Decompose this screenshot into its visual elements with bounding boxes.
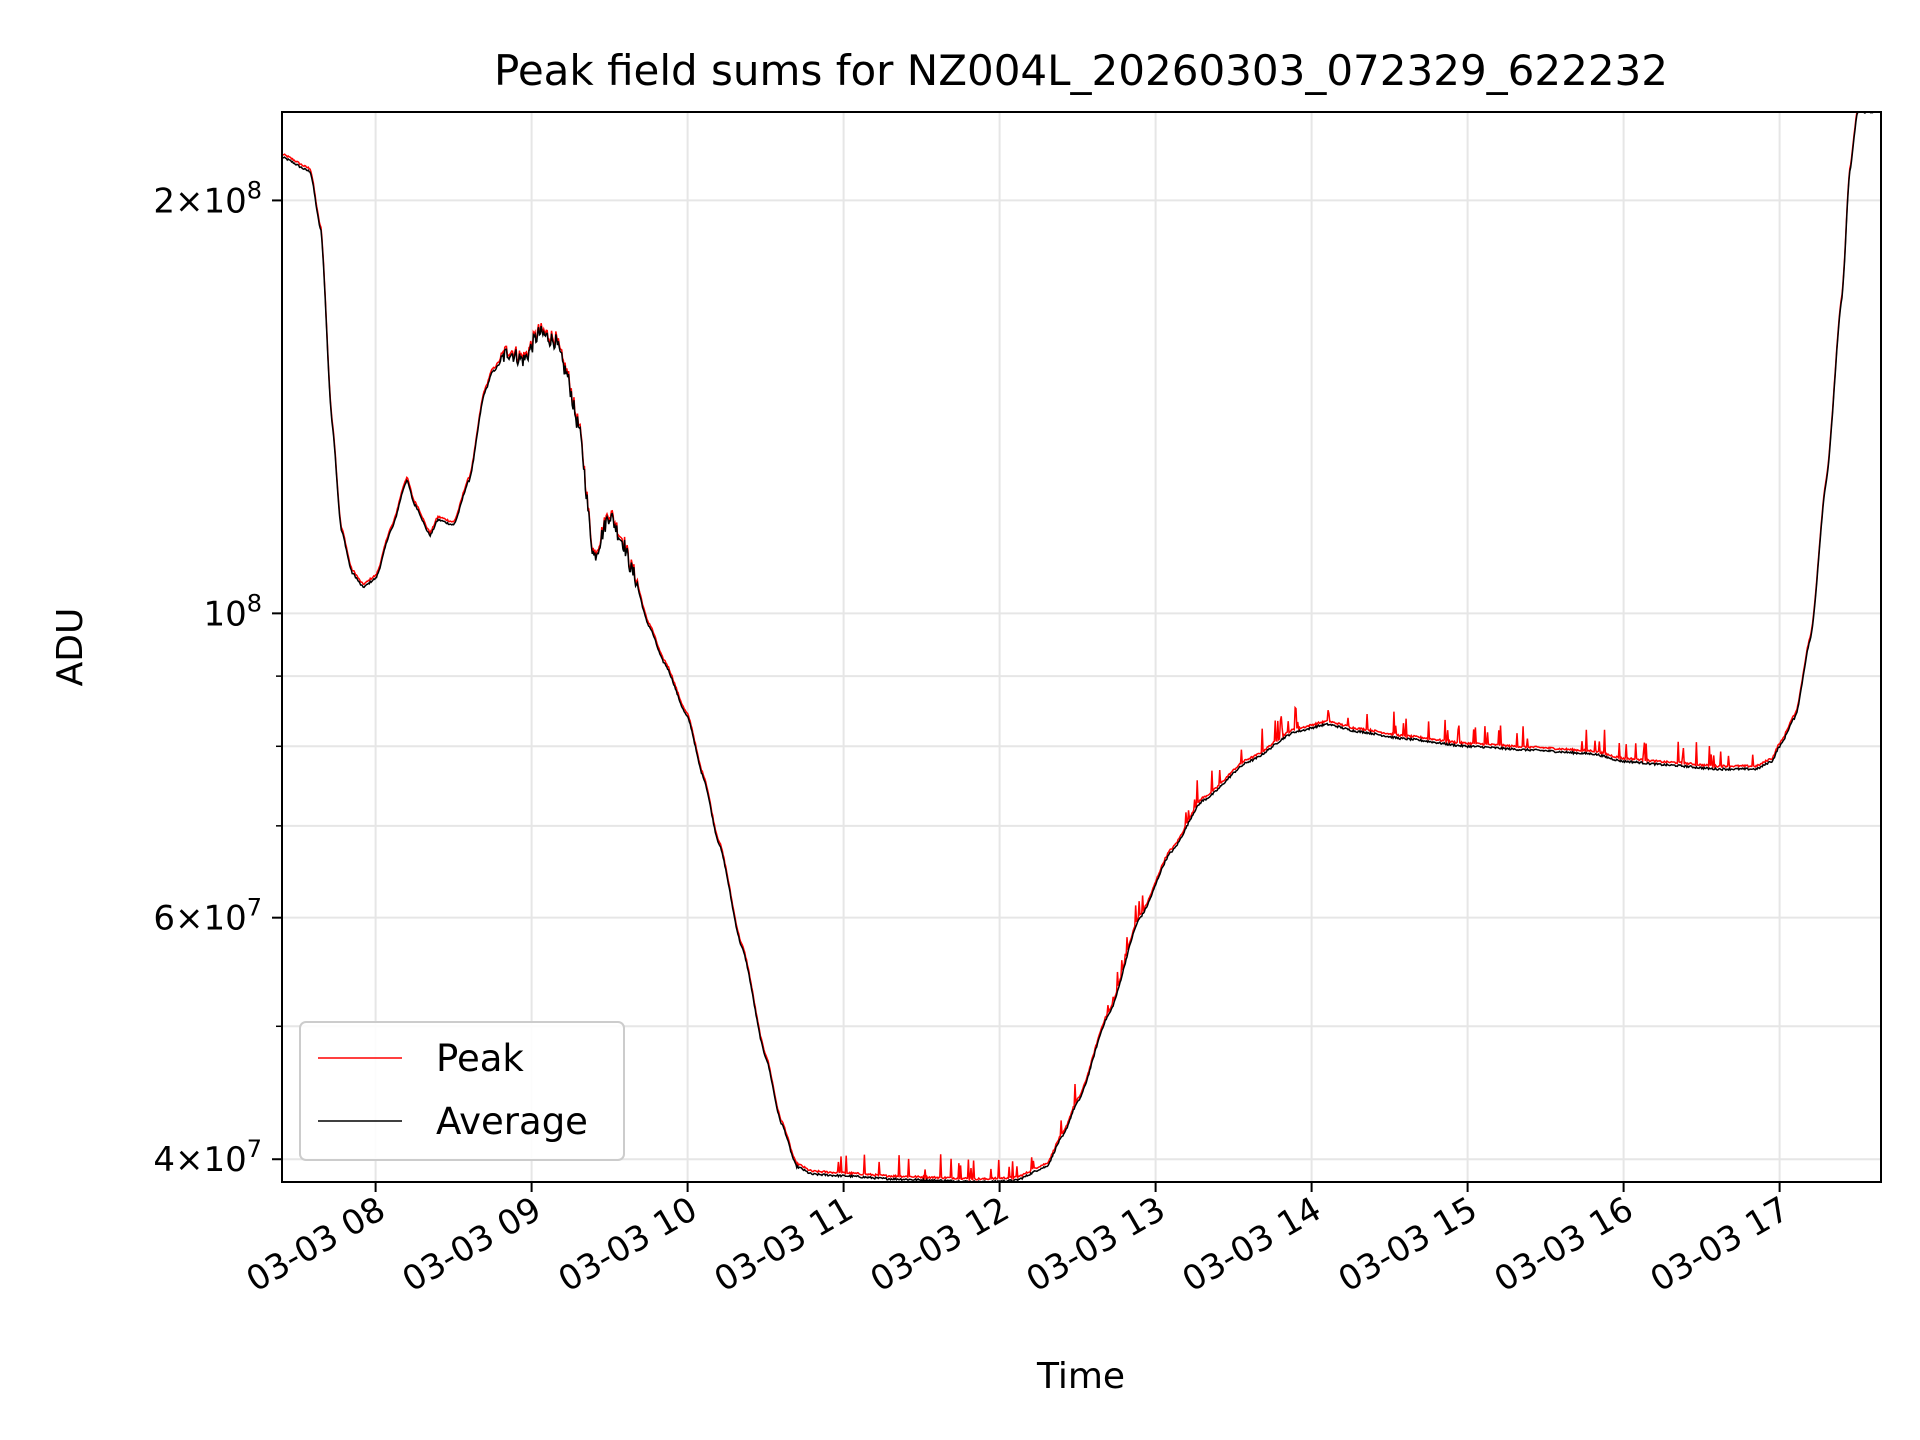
legend-box: [299, 1021, 625, 1161]
y-tick-label: 6×107: [153, 894, 262, 939]
y-tick-label: 108: [203, 589, 262, 634]
legend-average-label: Average: [436, 1100, 588, 1143]
grid: [282, 112, 1881, 1182]
y-axis-label: ADU: [50, 608, 91, 687]
plot-frame: [281, 111, 1882, 1183]
legend: Peak Average: [299, 1021, 625, 1161]
y-tick-label: 4×107: [153, 1135, 262, 1180]
legend-peak-label: Peak: [436, 1037, 524, 1080]
axes: [281, 111, 1882, 1183]
y-tick-label: 2×108: [153, 176, 262, 221]
chart-title: Peak field sums for NZ004L_20260303_0723…: [494, 46, 1668, 95]
plot-lines: [281, 110, 1881, 1184]
x-axis-label: Time: [1036, 1356, 1125, 1397]
average-series-line: [281, 110, 1881, 1184]
y-axis-ticks: 4×107 6×107 108 2×108: [153, 176, 282, 1180]
